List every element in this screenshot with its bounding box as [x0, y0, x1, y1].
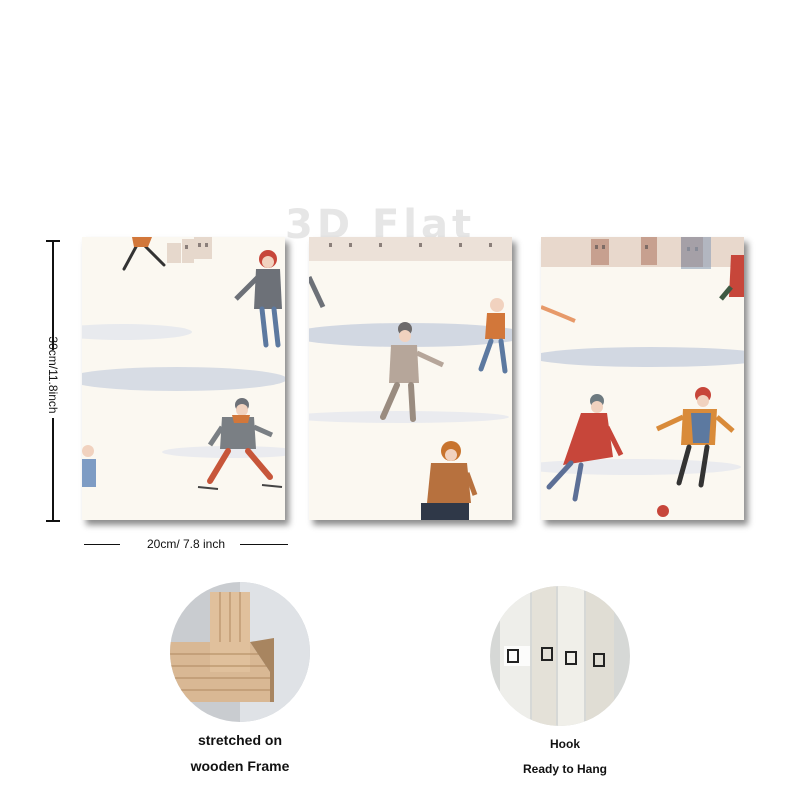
width-line-left [84, 544, 120, 545]
height-dimension: 30cm/11.8inch [38, 240, 68, 522]
wooden-frame-photo [170, 582, 310, 722]
canvas-panel-right [541, 237, 744, 520]
canvas-panel-center [309, 237, 512, 520]
skating-scene-left [82, 237, 285, 520]
skating-scene-right [541, 237, 744, 520]
skating-scene-center [309, 237, 512, 520]
width-dimension: 20cm/ 7.8 inch [84, 536, 288, 554]
frame-caption-line2: wooden Frame [190, 758, 290, 774]
hook-caption-line1: Hook [550, 737, 580, 751]
frame-caption-line1: stretched on [197, 732, 282, 748]
canvas-panel-left [82, 237, 285, 520]
hook-photo [490, 586, 630, 726]
width-label: 20cm/ 7.8 inch [146, 537, 226, 551]
height-line-top [52, 240, 54, 350]
height-label: 30cm/11.8inch [46, 336, 60, 414]
hook-caption-line2: Ready to Hang [522, 762, 607, 776]
width-line-right [240, 544, 288, 545]
height-line-bottom [52, 418, 54, 522]
